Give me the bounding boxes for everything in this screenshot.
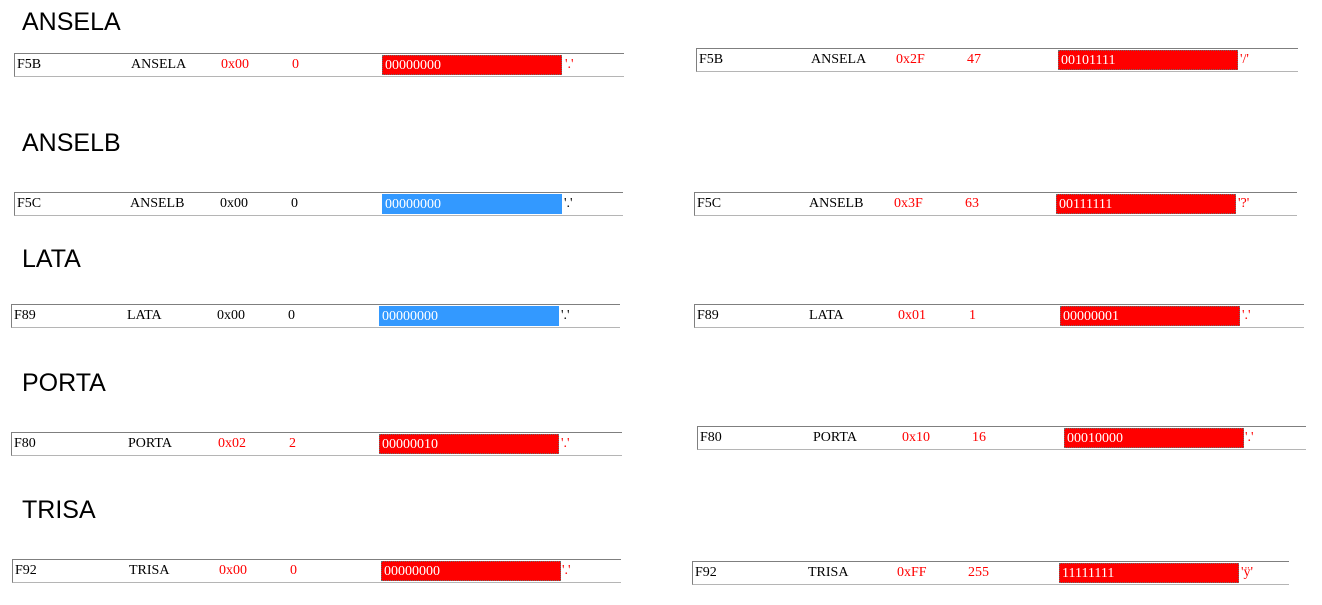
register-address: F89 <box>14 308 36 323</box>
register-address: F5C <box>697 196 722 211</box>
register-name: PORTA <box>128 436 172 451</box>
register-char-value: '.' <box>1245 430 1254 445</box>
register-char-value: '?' <box>1238 196 1250 211</box>
register-address: F80 <box>14 436 36 451</box>
register-decimal-value: 255 <box>968 565 989 580</box>
register-char-value: '.' <box>561 308 570 323</box>
register-binary-value: 00010000 <box>1064 428 1244 448</box>
register-decimal-value: 16 <box>972 430 986 445</box>
section-title-ansela: ANSELA <box>22 8 121 36</box>
register-row-anselb-before[interactable]: F5C ANSELB 0x00 0 00000000 '.' <box>14 192 623 216</box>
register-address: F92 <box>695 565 717 580</box>
register-decimal-value: 0 <box>292 57 299 72</box>
register-char-value: '.' <box>1242 308 1251 323</box>
register-binary-value: 00000000 <box>381 561 561 581</box>
register-address: F5B <box>17 57 42 72</box>
register-name: ANSELA <box>811 52 867 67</box>
register-hex-value: 0x00 <box>221 57 249 72</box>
register-row-trisa-before[interactable]: F92 TRISA 0x00 0 00000000 '.' <box>12 559 621 583</box>
register-binary-value: 00000000 <box>382 55 562 75</box>
register-name: TRISA <box>808 565 849 580</box>
register-binary-value: 00101111 <box>1058 50 1238 70</box>
register-decimal-value: 1 <box>969 308 976 323</box>
register-binary-value: 00111111 <box>1056 194 1236 214</box>
register-hex-value: 0x00 <box>217 308 245 323</box>
register-binary-value: 00000001 <box>1060 306 1240 326</box>
register-name: ANSELB <box>809 196 864 211</box>
register-name: LATA <box>127 308 162 323</box>
register-binary-value: 11111111 <box>1059 563 1239 583</box>
register-address: F5B <box>699 52 724 67</box>
section-title-lata: LATA <box>22 245 81 273</box>
section-title-anselb: ANSELB <box>22 129 121 157</box>
register-char-value: '/' <box>1240 52 1249 67</box>
register-char-value: '.' <box>561 436 570 451</box>
register-name: PORTA <box>813 430 857 445</box>
register-binary-value: 00000000 <box>379 306 559 326</box>
register-decimal-value: 0 <box>290 563 297 578</box>
register-hex-value: 0x00 <box>219 563 247 578</box>
register-hex-value: 0xFF <box>897 565 927 580</box>
register-hex-value: 0x10 <box>902 430 930 445</box>
register-row-anselb-after[interactable]: F5C ANSELB 0x3F 63 00111111 '?' <box>694 192 1297 216</box>
register-hex-value: 0x01 <box>898 308 926 323</box>
register-hex-value: 0x3F <box>894 196 923 211</box>
register-name: LATA <box>809 308 844 323</box>
register-row-ansela-before[interactable]: F5B ANSELA 0x00 0 00000000 '.' <box>14 53 624 77</box>
register-hex-value: 0x2F <box>896 52 925 67</box>
register-decimal-value: 0 <box>291 196 298 211</box>
register-address: F92 <box>15 563 37 578</box>
register-address: F80 <box>700 430 722 445</box>
register-name: ANSELB <box>130 196 185 211</box>
register-binary-value: 00000000 <box>382 194 562 214</box>
register-hex-value: 0x00 <box>220 196 248 211</box>
register-row-lata-before[interactable]: F89 LATA 0x00 0 00000000 '.' <box>11 304 620 328</box>
register-binary-value: 00000010 <box>379 434 559 454</box>
section-title-porta: PORTA <box>22 369 106 397</box>
register-decimal-value: 63 <box>965 196 979 211</box>
register-row-ansela-after[interactable]: F5B ANSELA 0x2F 47 00101111 '/' <box>696 48 1298 72</box>
register-name: ANSELA <box>131 57 187 72</box>
register-char-value: '.' <box>565 57 574 72</box>
register-name: TRISA <box>129 563 170 578</box>
register-char-value: '.' <box>564 196 573 211</box>
register-row-lata-after[interactable]: F89 LATA 0x01 1 00000001 '.' <box>694 304 1304 328</box>
register-row-trisa-after[interactable]: F92 TRISA 0xFF 255 11111111 'ÿ' <box>692 561 1289 585</box>
register-row-porta-after[interactable]: F80 PORTA 0x10 16 00010000 '.' <box>697 426 1306 450</box>
register-hex-value: 0x02 <box>218 436 246 451</box>
register-decimal-value: 47 <box>967 52 981 67</box>
register-decimal-value: 0 <box>288 308 295 323</box>
section-title-trisa: TRISA <box>22 496 96 524</box>
register-address: F89 <box>697 308 719 323</box>
register-char-value: 'ÿ' <box>1241 565 1254 580</box>
register-decimal-value: 2 <box>289 436 296 451</box>
register-char-value: '.' <box>562 563 571 578</box>
register-address: F5C <box>17 196 42 211</box>
register-row-porta-before[interactable]: F80 PORTA 0x02 2 00000010 '.' <box>11 432 622 456</box>
